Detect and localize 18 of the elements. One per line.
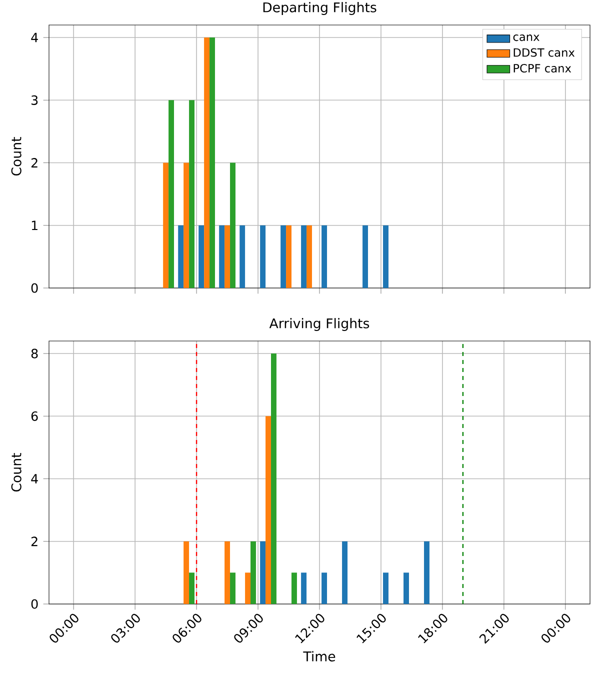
legend-label: canx xyxy=(513,34,540,42)
chart-title: Arriving Flights xyxy=(269,318,370,331)
y-tick-label: 3 xyxy=(32,95,38,105)
y-axis-title: Count xyxy=(11,137,22,176)
y-tick-label: 2 xyxy=(31,158,38,168)
x-axis-title: Time xyxy=(303,651,336,662)
y-tick-label: 4 xyxy=(31,32,38,42)
chart-title: Departing Flights xyxy=(263,2,376,15)
y-tick-label: 4 xyxy=(31,474,38,484)
y-tick-label: 8 xyxy=(31,348,38,358)
y-tick-label: 0 xyxy=(31,599,38,609)
legend-label: PCPF canx xyxy=(514,64,572,73)
legend-label: DDST canx xyxy=(514,48,575,57)
y-axis-title: Count xyxy=(11,453,22,492)
y-tick-label: 0 xyxy=(31,283,38,293)
y-tick-label: 1 xyxy=(32,220,38,230)
y-tick-label: 6 xyxy=(31,411,38,421)
y-tick-label: 2 xyxy=(31,536,38,546)
